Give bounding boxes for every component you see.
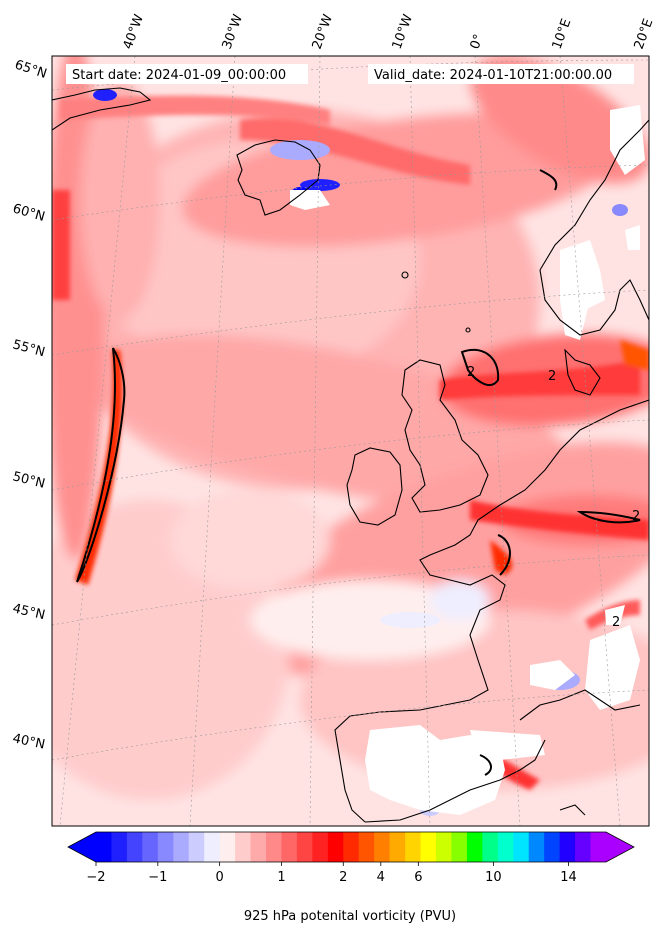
start-date-box xyxy=(66,64,308,84)
colorbar-swatch xyxy=(420,832,437,862)
iberia-coastline xyxy=(364,739,546,823)
longitude-label: 0° xyxy=(468,32,487,51)
latitude-label: 60°N xyxy=(11,201,47,224)
colorbar-swatch xyxy=(544,832,561,862)
colorbar-swatch xyxy=(296,832,313,862)
colorbar-ticks: −2 −1 0 1 2 4 6 10 14 xyxy=(86,862,577,885)
colorbar-swatch xyxy=(250,832,267,862)
longitude-label: 40°W xyxy=(121,12,147,51)
iceland-coastline xyxy=(236,139,321,216)
colorbar-tick-label: 2 xyxy=(339,870,347,885)
pv-contour-lines xyxy=(76,169,641,776)
norway-coastline-south xyxy=(539,269,649,336)
colorbar-outline xyxy=(67,831,635,863)
colorbar-tick-label: 1 xyxy=(277,870,285,885)
colorbar-swatch xyxy=(513,832,530,862)
colorbar-swatch xyxy=(204,832,221,862)
colorbar-swatch xyxy=(528,832,545,862)
latitude-label: 40°N xyxy=(11,731,46,752)
colorbar-swatch xyxy=(142,832,159,862)
latitude-label: 55°N xyxy=(11,337,47,360)
longitude-label: 30°W xyxy=(220,12,246,51)
latitude-label: 65°N xyxy=(13,58,49,82)
start-date-label: Start date: 2024-01-09_00:00:00 xyxy=(72,68,286,83)
colorbar-swatch xyxy=(466,832,483,862)
pv-filled-contours xyxy=(52,56,649,800)
colorbar-extend-min xyxy=(68,832,96,862)
graticule xyxy=(52,56,649,826)
colorbar-tick-label: 4 xyxy=(377,870,385,885)
colorbar-tick-label: 10 xyxy=(485,870,502,885)
faroe-islands xyxy=(401,271,409,279)
colorbar-swatch xyxy=(312,832,329,862)
colorbar-swatch xyxy=(327,832,344,862)
colorbar-swatch xyxy=(219,832,236,862)
colorbar-swatch xyxy=(343,832,360,862)
map-frame xyxy=(51,55,650,827)
valid-date-box xyxy=(368,64,634,84)
colorbar-swatch xyxy=(575,832,592,862)
map-panel: 2 2 2 2 xyxy=(52,56,649,826)
colorbar-swatch xyxy=(235,832,252,862)
longitude-label: 20°W xyxy=(310,12,336,51)
colorbar-swatch xyxy=(173,832,190,862)
colorbar-swatch xyxy=(374,832,391,862)
colorbar-tick-label: 6 xyxy=(414,870,422,885)
contour-label: 2 xyxy=(632,509,640,524)
colorbar-swatch xyxy=(590,832,607,862)
contour-label: 2 xyxy=(612,615,620,630)
norway-coastline-west xyxy=(539,119,649,271)
colorbar-extend-max xyxy=(606,832,634,862)
colorbar-swatch xyxy=(157,832,174,862)
longitude-label: 10°W xyxy=(390,12,416,51)
colorbar-swatch xyxy=(358,832,375,862)
denmark-coastline xyxy=(564,348,601,396)
colorbar-tick-label: 14 xyxy=(560,870,577,885)
colorbar-swatch xyxy=(405,832,422,862)
greenland-coastline xyxy=(52,87,152,131)
contour-label: 2 xyxy=(467,365,475,380)
latitude-label: 45°N xyxy=(11,601,46,623)
colorbar-swatch xyxy=(559,832,576,862)
colorbar-swatch xyxy=(497,832,514,862)
colorbar-swatch xyxy=(266,832,283,862)
contour-label: 2 xyxy=(548,369,556,384)
colorbar-swatch xyxy=(451,832,468,862)
latitude-labels: 65°N 60°N 55°N 50°N 45°N 40°N xyxy=(11,58,49,753)
colorbar-label: 925 hPa potenital vorticity (PVU) xyxy=(244,909,456,924)
colorbar-swatch xyxy=(188,832,205,862)
valid-date-label: Valid_date: 2024-01-10T21:00:00.00 xyxy=(374,68,612,83)
mediterranean-coastline xyxy=(519,689,641,721)
longitude-label: 20°E xyxy=(632,17,657,52)
colorbar xyxy=(67,831,635,863)
longitude-labels: 40°W 30°W 20°W 10°W 0° 10°E 20°E xyxy=(121,12,657,51)
corsica-coastline xyxy=(559,804,586,816)
colorbar-swatch xyxy=(389,832,406,862)
colorbar-tick-label: −2 xyxy=(86,870,105,885)
colorbar-swatch xyxy=(436,832,453,862)
colorbar-swatch xyxy=(482,832,499,862)
colorbar-tick-label: 0 xyxy=(215,870,223,885)
latitude-label: 50°N xyxy=(11,469,46,491)
shetland-islands xyxy=(465,327,471,333)
great-britain-coastline xyxy=(401,359,489,513)
colorbar-swatch xyxy=(281,832,298,862)
masked-terrain xyxy=(290,105,645,815)
contour-labels: 2 2 2 2 xyxy=(467,365,640,630)
colorbar-swatch xyxy=(96,832,113,862)
colorbar-swatch xyxy=(111,832,128,862)
colorbar-tick-label: −1 xyxy=(148,870,167,885)
longitude-label: 10°E xyxy=(550,17,575,52)
colorbar-swatch xyxy=(126,832,143,862)
ireland-coastline xyxy=(346,447,403,526)
